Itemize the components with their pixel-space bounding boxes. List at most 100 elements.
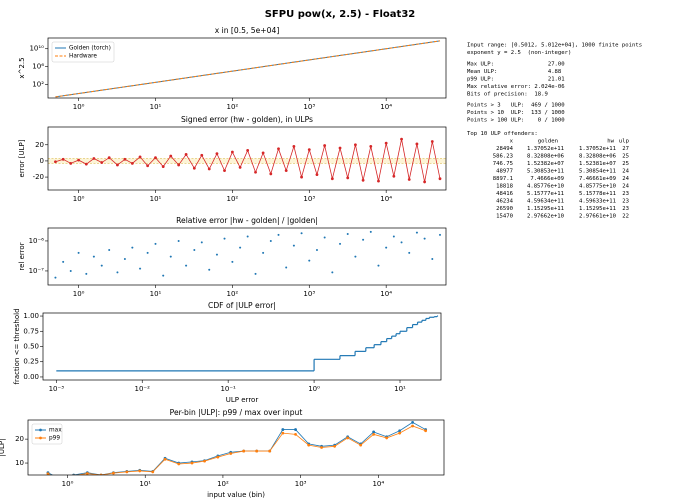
summary-line: Bits of precision: 18.9 [467, 91, 548, 97]
x-tick-label: 10³ [303, 195, 315, 203]
y-tick-label: 0.50 [23, 343, 39, 351]
point [339, 242, 342, 245]
marker [85, 472, 89, 475]
point [193, 248, 196, 251]
summary-line: Max ULP: 27.00 [467, 61, 565, 67]
point [169, 255, 172, 258]
legend-label: max [49, 428, 62, 434]
table-cell: 1.15295e+11 [579, 206, 616, 212]
summary-line: Points > 3 ULP: 469 / 1000 [467, 103, 565, 109]
y-axis-label: error [ULP] [18, 139, 26, 177]
series-line [55, 40, 441, 98]
marker [54, 160, 57, 164]
marker [163, 457, 167, 461]
y-tick-label: 20 [15, 435, 24, 443]
point [408, 251, 411, 254]
series-line [47, 421, 426, 475]
point [231, 260, 234, 263]
marker [333, 444, 337, 448]
table-cell: 25 [622, 161, 629, 167]
point [62, 260, 65, 263]
x-axis-label: ULP error [226, 396, 259, 404]
table-cell: 1.52382e+07 [527, 161, 564, 167]
table-cell: 48977 [496, 169, 513, 175]
marker [281, 431, 285, 435]
table-cell: 5.30853e+11 [527, 169, 564, 175]
point [116, 271, 119, 274]
x-tick-label: 10² [227, 103, 239, 111]
plot-area [54, 137, 442, 184]
y-tick-label: 0.00 [23, 373, 39, 381]
marker [411, 420, 414, 424]
marker [315, 173, 319, 177]
plot-frame [47, 37, 447, 99]
y-tick-label: 10¹⁰ [29, 45, 44, 53]
table-header: ulp [619, 139, 630, 145]
point [315, 248, 318, 251]
point [362, 238, 365, 241]
table-cell: 7.46661e+09 [579, 176, 616, 182]
x-tick-label: 10⁻³ [49, 385, 65, 393]
legend-marker [39, 436, 42, 440]
table-cell: 5.15778e+11 [579, 191, 616, 197]
table-cell: 1.37052e+11 [579, 146, 616, 152]
chart-title: Per-bin |ULP|: p99 / max over input [170, 408, 303, 417]
marker [223, 169, 226, 173]
summary-line: Max relative error: 2.024e-06 [467, 84, 565, 90]
point [246, 235, 249, 238]
marker [346, 176, 350, 180]
marker [407, 178, 411, 181]
legend-box [51, 41, 115, 63]
y-tick-label: 10⁻⁶ [29, 237, 45, 245]
y-tick-label: 10 [15, 459, 24, 467]
summary-line: Points > 10 ULP: 133 / 1000 [467, 110, 565, 116]
point [123, 258, 126, 261]
marker [177, 163, 181, 167]
figure-title: SFPU pow(x, 2.5) - Float32 [265, 9, 416, 20]
marker [203, 459, 206, 463]
marker [307, 148, 311, 152]
marker [411, 424, 414, 428]
marker [125, 470, 129, 474]
point [208, 268, 211, 271]
point [262, 251, 265, 254]
summary-line: Points > 100 ULP: 0 / 1000 [467, 118, 565, 124]
x-tick-label: 10¹ [139, 480, 151, 488]
marker [269, 172, 273, 176]
x-tick-label: 10² [227, 290, 239, 298]
point [300, 232, 303, 235]
marker [361, 178, 365, 182]
y-tick-label: 1.00 [23, 312, 39, 320]
point [354, 255, 357, 258]
marker [69, 161, 73, 165]
marker [230, 150, 234, 154]
marker [354, 143, 357, 147]
point [438, 233, 441, 236]
marker [384, 141, 388, 145]
legend-box [31, 423, 63, 445]
plot-area [54, 230, 441, 279]
table-cell: 586.23 [493, 154, 513, 160]
plot-area [55, 40, 441, 98]
point [415, 231, 418, 234]
point [146, 251, 149, 254]
point [431, 258, 434, 261]
x-tick-label: 10⁰ [73, 290, 85, 298]
marker [161, 165, 165, 168]
point [154, 242, 157, 245]
point [162, 274, 165, 277]
x-tick-label: 10⁴ [380, 195, 392, 203]
table-cell: 8.32808e+06 [527, 154, 564, 160]
chart-title: Relative error |hw - golden| / |golden| [176, 216, 318, 225]
legend-label: Golden (torch) [69, 46, 111, 52]
marker [415, 142, 419, 146]
point [285, 266, 288, 269]
table-cell: 5.15777e+11 [527, 191, 564, 197]
point [85, 272, 88, 275]
y-tick-label: 10² [32, 81, 44, 89]
marker [215, 152, 219, 156]
point [277, 233, 280, 236]
marker [216, 455, 220, 459]
marker [294, 428, 297, 431]
point [108, 248, 111, 251]
